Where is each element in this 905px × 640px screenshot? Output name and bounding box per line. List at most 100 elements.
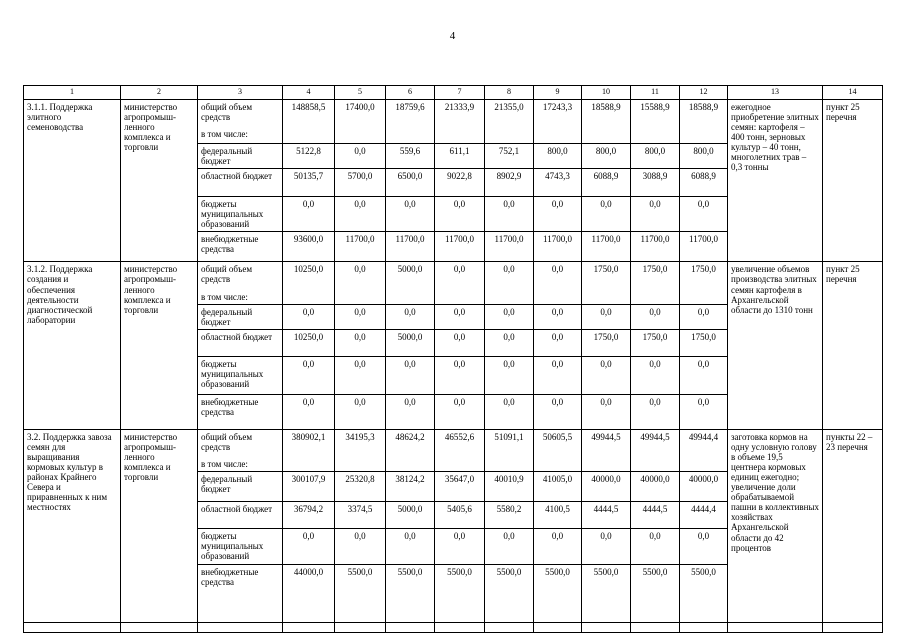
value-cell: 0,0 xyxy=(533,328,582,357)
value-cell: 48624,2 xyxy=(385,428,435,472)
value-cell: 11700,0 xyxy=(334,231,386,263)
value-cell: 0,0 xyxy=(630,355,680,395)
value-cell: 5405,6 xyxy=(434,500,485,529)
table-row: 3.1.2. Поддержка создания и обеспечения … xyxy=(23,261,883,430)
table-row: федеральный бюджет 5122,8 0,0 559,6 611,1 752… xyxy=(24,142,883,170)
budget-note: в том числе: xyxy=(201,291,248,302)
budget-type-cell: бюджеты муниципальных образований xyxy=(197,527,283,565)
budget-note: в том числе: xyxy=(201,458,248,469)
value-cell: 800,0 xyxy=(679,142,728,170)
value-cell: 0,0 xyxy=(282,527,335,565)
value-cell: 93600,0 xyxy=(282,231,335,263)
value-cell: 17243,3 xyxy=(533,98,582,144)
value-cell: 0,0 xyxy=(334,142,386,170)
table-row: бюджеты муниципальных образований 0,0 0,0 0… xyxy=(24,196,883,233)
value-cell: 0,0 xyxy=(630,527,680,565)
column-number: 5 xyxy=(334,85,386,100)
value-cell: 0,0 xyxy=(484,527,534,565)
column-number: 6 xyxy=(385,85,435,100)
value-cell: 0,0 xyxy=(334,196,386,233)
value-cell: 1750,0 xyxy=(679,328,728,357)
value-cell: 300107,9 xyxy=(282,470,335,502)
value-cell: 0,0 xyxy=(679,196,728,233)
column-number: 10 xyxy=(581,85,631,100)
value-cell: 50605,5 xyxy=(533,428,582,472)
value-cell: 0,0 xyxy=(334,355,386,395)
value-cell: 148858,5 xyxy=(282,98,335,144)
column-number: 2 xyxy=(120,85,198,100)
value-cell: 5700,0 xyxy=(334,168,386,198)
value-cell: 0,0 xyxy=(679,527,728,565)
value-cell: 15588,9 xyxy=(630,98,680,144)
program-name: 3.1.1. Поддержка элитного семеноводства xyxy=(23,98,121,263)
budget-type-label: федеральный бюджет xyxy=(201,473,253,495)
budget-type-cell: федеральный бюджет xyxy=(197,470,283,502)
value-cell: 4444,5 xyxy=(581,500,631,529)
value-cell: 5000,0 xyxy=(385,261,435,305)
value-cell: 0,0 xyxy=(533,355,582,395)
budget-type-label: бюджеты муниципальных образований xyxy=(201,199,264,230)
value-cell: 0,0 xyxy=(679,355,728,395)
value-cell: 5500,0 xyxy=(484,563,534,623)
value-cell: 0,0 xyxy=(581,393,631,430)
column-number: 3 xyxy=(197,85,283,100)
reference-note: пункт 25 перечня xyxy=(822,261,883,430)
value-cell: 0,0 xyxy=(533,527,582,565)
budget-type-cell: общий объем средств в том числе: xyxy=(197,98,283,144)
reference-note: пункты 22 – 23 перечня xyxy=(822,428,883,623)
value-cell: 5500,0 xyxy=(434,563,485,623)
column-number: 11 xyxy=(630,85,680,100)
value-cell: 46552,6 xyxy=(434,428,485,472)
empty-cell xyxy=(434,621,485,633)
empty-cell xyxy=(484,621,534,633)
budget-type-cell: общий объем средств в том числе: xyxy=(197,261,283,305)
value-cell: 11700,0 xyxy=(434,231,485,263)
value-cell: 17400,0 xyxy=(334,98,386,144)
table-row: федеральный бюджет 0,0 0,0 0,0 0,0 0,0 0,0 0,0 0… xyxy=(24,303,883,330)
value-cell: 6088,9 xyxy=(679,168,728,198)
budget-type-label: общий объем средств xyxy=(201,431,253,452)
value-cell: 9022,8 xyxy=(434,168,485,198)
budget-type-cell: областной бюджет xyxy=(197,328,283,357)
value-cell: 0,0 xyxy=(434,261,485,305)
value-cell: 0,0 xyxy=(630,303,680,330)
column-number: 7 xyxy=(434,85,485,100)
empty-cell xyxy=(679,621,728,633)
value-cell: 0,0 xyxy=(434,527,485,565)
value-cell: 800,0 xyxy=(533,142,582,170)
empty-cell xyxy=(334,621,386,633)
table-row: внебюджетные средства 0,0 0,0 0,0 0,0 0,0 0,0 0… xyxy=(24,393,883,430)
value-cell: 752,1 xyxy=(484,142,534,170)
value-cell: 0,0 xyxy=(385,527,435,565)
budget-type-label: бюджеты муниципальных образований xyxy=(201,530,264,562)
value-cell: 0,0 xyxy=(334,303,386,330)
budget-type-label: областной бюджет xyxy=(201,503,273,514)
value-cell: 0,0 xyxy=(630,393,680,430)
value-cell: 0,0 xyxy=(334,393,386,430)
value-cell: 10250,0 xyxy=(282,261,335,305)
program-name: 3.1.2. Поддержка создания и обеспечения … xyxy=(23,261,121,430)
budget-type-label: бюджеты муниципальных образований xyxy=(201,358,264,389)
value-cell: 1750,0 xyxy=(630,261,680,305)
value-cell: 5000,0 xyxy=(385,500,435,529)
column-number: 9 xyxy=(533,85,582,100)
budget-type-label: областной бюджет xyxy=(201,171,273,182)
value-cell: 5580,2 xyxy=(484,500,534,529)
value-cell: 1750,0 xyxy=(581,328,631,357)
table-row: бюджеты муниципальных образований 0,0 0,0 0… xyxy=(24,355,883,395)
value-cell: 21333,9 xyxy=(434,98,485,144)
value-cell: 6088,9 xyxy=(581,168,631,198)
value-cell: 0,0 xyxy=(533,303,582,330)
empty-cell xyxy=(23,621,121,633)
column-number-row: 1 2 3 4 5 6 7 8 9 10 11 12 13 14 xyxy=(23,85,883,100)
value-cell: 11700,0 xyxy=(484,231,534,263)
value-cell: 0,0 xyxy=(581,196,631,233)
value-cell: 11700,0 xyxy=(533,231,582,263)
reference-note: пункт 25 перечня xyxy=(822,98,883,263)
value-cell: 0,0 xyxy=(484,355,534,395)
value-cell: 4743,3 xyxy=(533,168,582,198)
table-row: 3.1.1. Поддержка элитного семеноводства м… xyxy=(23,98,883,263)
value-cell: 0,0 xyxy=(385,303,435,330)
empty-cell xyxy=(727,621,823,633)
table-row: бюджеты муниципальных образований 0,0 0,0 0… xyxy=(24,527,883,565)
